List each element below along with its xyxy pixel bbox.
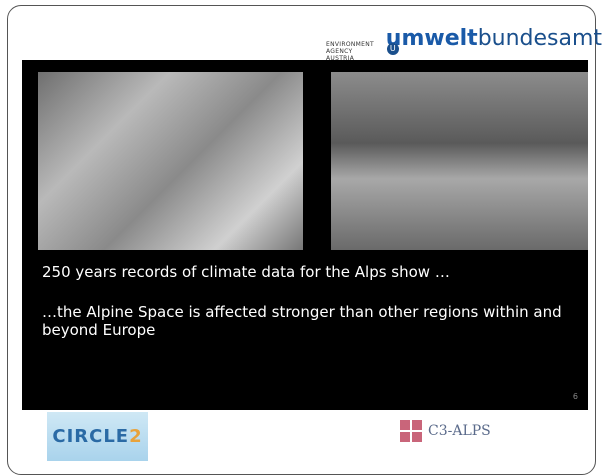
page-number: 6 — [573, 392, 578, 401]
slide-text: 250 years records of climate data for th… — [42, 263, 450, 281]
agency-line: ENVIRONMENT — [326, 41, 381, 48]
logo-icon — [400, 420, 422, 442]
agency-name: ENVIRONMENT AGENCY AUSTRIA — [326, 41, 381, 62]
historic-photo — [38, 72, 303, 250]
slide-text: …the Alpine Space is affected stronger t… — [42, 303, 562, 339]
c3-alps-text: C3-ALPS — [428, 423, 491, 439]
brand-bold: umwelt — [386, 26, 478, 51]
brand-regular: bundesamt — [478, 26, 602, 51]
historic-photo — [331, 72, 588, 250]
circle-logo-text: CIRCLE — [52, 426, 129, 447]
slide-body: 250 years records of climate data for th… — [22, 60, 588, 410]
brand-mark: U — [387, 43, 399, 55]
page: {"header": {"agency_line_1": "ENVIRONMEN… — [0, 0, 607, 461]
c3-alps-logo: C3-ALPS — [400, 420, 491, 442]
circle-logo-suffix: 2 — [129, 426, 143, 447]
